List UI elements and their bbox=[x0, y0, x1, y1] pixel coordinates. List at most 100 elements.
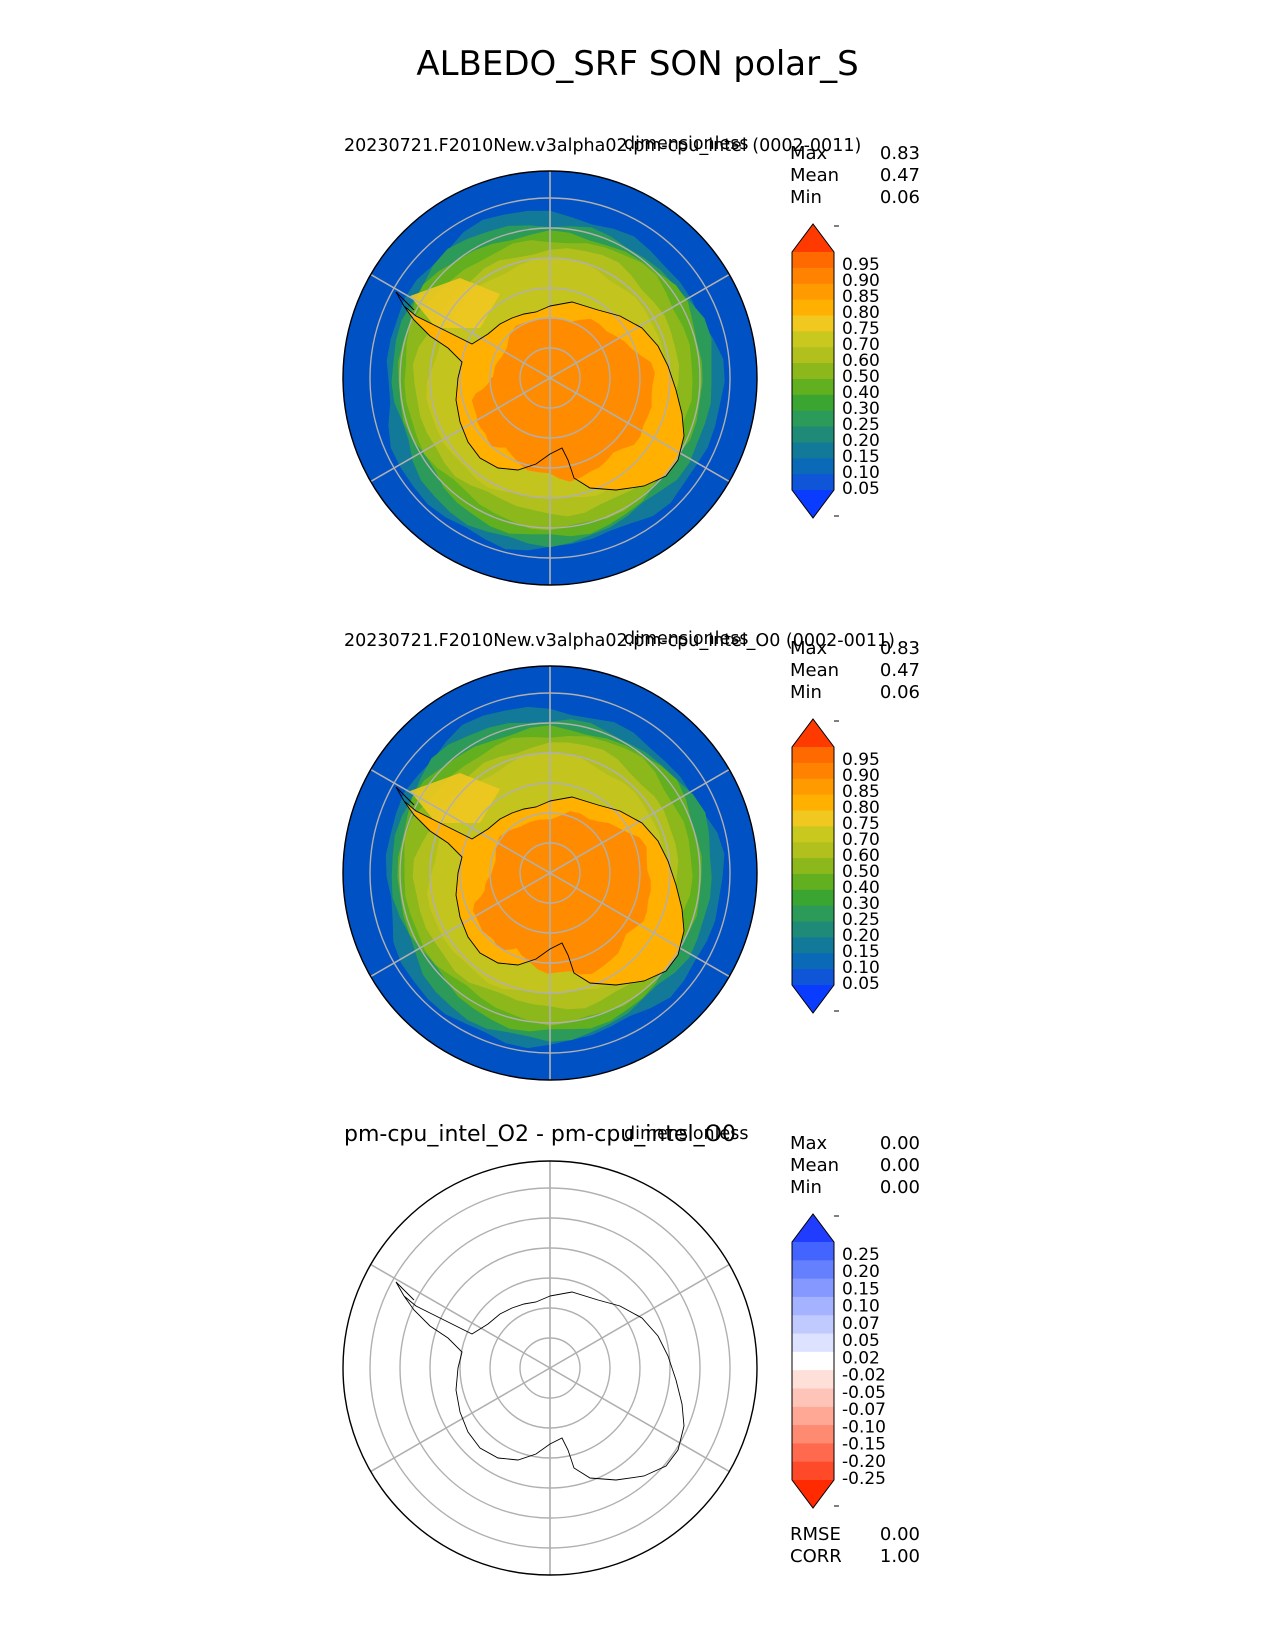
colorbar-segment bbox=[792, 283, 834, 301]
colorbar-segment bbox=[792, 252, 834, 269]
colorbar: 0.050.100.150.200.250.300.400.500.600.70… bbox=[791, 223, 880, 519]
panel-units: dimensionless bbox=[624, 629, 749, 649]
colorbar-segment bbox=[792, 267, 834, 285]
colorbar-segment bbox=[792, 1296, 834, 1316]
colorbar-tick-label: 0.60 bbox=[842, 351, 880, 371]
colorbar-segment bbox=[792, 410, 834, 428]
metric-value-rmse: 0.00 bbox=[879, 1524, 920, 1545]
colorbar-segment bbox=[792, 1370, 834, 1389]
colorbar-segment bbox=[792, 905, 834, 923]
colorbar-tick-label: 0.75 bbox=[842, 814, 880, 834]
polar-map bbox=[342, 1160, 758, 1576]
stat-value-mean: 0.47 bbox=[879, 165, 920, 186]
colorbar-tick-label: 0.15 bbox=[842, 1279, 880, 1299]
colorbar: 0.050.100.150.200.250.300.400.500.600.70… bbox=[791, 718, 880, 1014]
colorbar-tick-label: 0.80 bbox=[842, 303, 880, 323]
colorbar-tick-label: 0.10 bbox=[842, 1297, 880, 1317]
colorbar-tick-label: 0.10 bbox=[842, 463, 880, 483]
colorbar-tick-label: 0.25 bbox=[842, 1245, 880, 1265]
colorbar-tick-label: 0.20 bbox=[842, 431, 880, 451]
colorbar-tick-label: 0.40 bbox=[842, 383, 880, 403]
stat-value-max: 0.83 bbox=[879, 143, 920, 164]
colorbar-segment bbox=[792, 1351, 834, 1371]
colorbar-tick-label: 0.30 bbox=[842, 399, 880, 419]
colorbar-bottom-extend bbox=[792, 1480, 834, 1508]
colorbar-segment bbox=[792, 1406, 834, 1426]
colorbar-tick-label: 0.05 bbox=[842, 479, 880, 499]
colorbar-bottom-extend bbox=[792, 490, 834, 518]
colorbar-tick-label: 0.90 bbox=[842, 766, 880, 786]
panel-difference: pm-cpu_intel_O2 - pm-cpu_intel_O0 dimens… bbox=[0, 1118, 1275, 1598]
stat-value-max: 0.00 bbox=[879, 1133, 920, 1154]
colorbar-segment bbox=[792, 921, 834, 938]
colorbar-segment bbox=[792, 1315, 834, 1335]
colorbar-tick-label: 0.25 bbox=[842, 415, 880, 435]
colorbar-segment bbox=[792, 778, 834, 796]
colorbar-tick-label: 0.05 bbox=[842, 974, 880, 994]
panel-units: dimensionless bbox=[624, 134, 749, 154]
colorbar-segment bbox=[792, 299, 834, 316]
colorbar-segment bbox=[792, 1425, 834, 1444]
stats-block: Max 0.00 Mean 0.00 Min 0.00 bbox=[790, 1133, 920, 1199]
colorbar-tick-label: 0.25 bbox=[842, 910, 880, 930]
stat-label-min: Min bbox=[790, 1177, 822, 1198]
colorbar-bottom-extend bbox=[792, 985, 834, 1013]
colorbar-tick-label: 0.05 bbox=[842, 1331, 880, 1351]
metric-label-corr: CORR bbox=[790, 1546, 842, 1567]
polar-map bbox=[342, 665, 758, 1081]
colorbar-tick-label: 0.20 bbox=[842, 1262, 880, 1282]
colorbar-tick-label: 0.90 bbox=[842, 271, 880, 291]
stat-label-mean: Mean bbox=[790, 165, 840, 186]
stat-label-mean: Mean bbox=[790, 1155, 840, 1176]
colorbar-segment bbox=[792, 953, 834, 970]
colorbar-tick-label: 0.85 bbox=[842, 287, 880, 307]
colorbar-top-extend bbox=[792, 719, 834, 747]
stats-block: Max 0.83 Mean 0.47 Min 0.06 bbox=[790, 638, 920, 704]
colorbar-segment bbox=[792, 315, 834, 332]
colorbar-segment bbox=[792, 810, 834, 827]
stat-value-min: 0.06 bbox=[879, 187, 920, 208]
panel-test: 20230721.F2010New.v3alpha02.pm-cpu_intel… bbox=[0, 128, 1275, 608]
colorbar-tick-label: 0.60 bbox=[842, 846, 880, 866]
colorbar-segment bbox=[792, 762, 834, 780]
colorbar-top-extend bbox=[792, 224, 834, 252]
stat-value-min: 0.00 bbox=[879, 1177, 920, 1198]
stat-value-mean: 0.47 bbox=[879, 660, 920, 681]
colorbar-tick-label: 0.15 bbox=[842, 942, 880, 962]
panel-title: pm-cpu_intel_O2 - pm-cpu_intel_O0 bbox=[344, 1122, 736, 1147]
panel-title: 20230721.F2010New.v3alpha02.pm-cpu_intel… bbox=[344, 136, 862, 156]
colorbar-segment bbox=[792, 426, 834, 443]
colorbar-segment bbox=[792, 1388, 834, 1408]
colorbar-segment bbox=[792, 858, 834, 875]
colorbar-tick-label: 0.20 bbox=[842, 926, 880, 946]
stat-label-max: Max bbox=[790, 638, 828, 659]
colorbar-tick-label: 0.85 bbox=[842, 782, 880, 802]
colorbar-tick-label: -0.25 bbox=[842, 1469, 886, 1489]
colorbar-tick-label: 0.10 bbox=[842, 958, 880, 978]
colorbar-tick-label: 0.80 bbox=[842, 798, 880, 818]
colorbar-segment bbox=[792, 1333, 834, 1353]
colorbar-segment bbox=[792, 747, 834, 764]
colorbar-tick-label: -0.02 bbox=[842, 1366, 886, 1386]
colorbar-segment bbox=[792, 378, 834, 396]
metric-value-corr: 1.00 bbox=[879, 1546, 920, 1567]
colorbar-segment bbox=[792, 1242, 834, 1261]
colorbar-segment bbox=[792, 842, 834, 859]
colorbar-segment bbox=[792, 442, 834, 459]
metrics-block: RMSE 0.00 CORR 1.00 bbox=[790, 1524, 920, 1568]
colorbar-top-extend bbox=[792, 1214, 834, 1242]
panel-title: 20230721.F2010New.v3alpha02.pm-cpu_intel… bbox=[344, 631, 895, 651]
colorbar-segment bbox=[792, 363, 834, 380]
colorbar-tick-label: -0.10 bbox=[842, 1417, 886, 1437]
colorbar-segment bbox=[792, 1443, 834, 1463]
colorbar-tick-label: -0.20 bbox=[842, 1452, 886, 1472]
metric-label-rmse: RMSE bbox=[790, 1524, 841, 1545]
colorbar-segment bbox=[792, 474, 834, 491]
colorbar-segment bbox=[792, 826, 834, 843]
colorbar-segment bbox=[792, 937, 834, 954]
stat-label-min: Min bbox=[790, 187, 822, 208]
colorbar: 0.250.200.150.100.070.050.02-0.02-0.05-0… bbox=[791, 1213, 886, 1509]
colorbar-segment bbox=[792, 1260, 834, 1280]
stat-label-min: Min bbox=[790, 682, 822, 703]
colorbar-segment bbox=[792, 873, 834, 891]
